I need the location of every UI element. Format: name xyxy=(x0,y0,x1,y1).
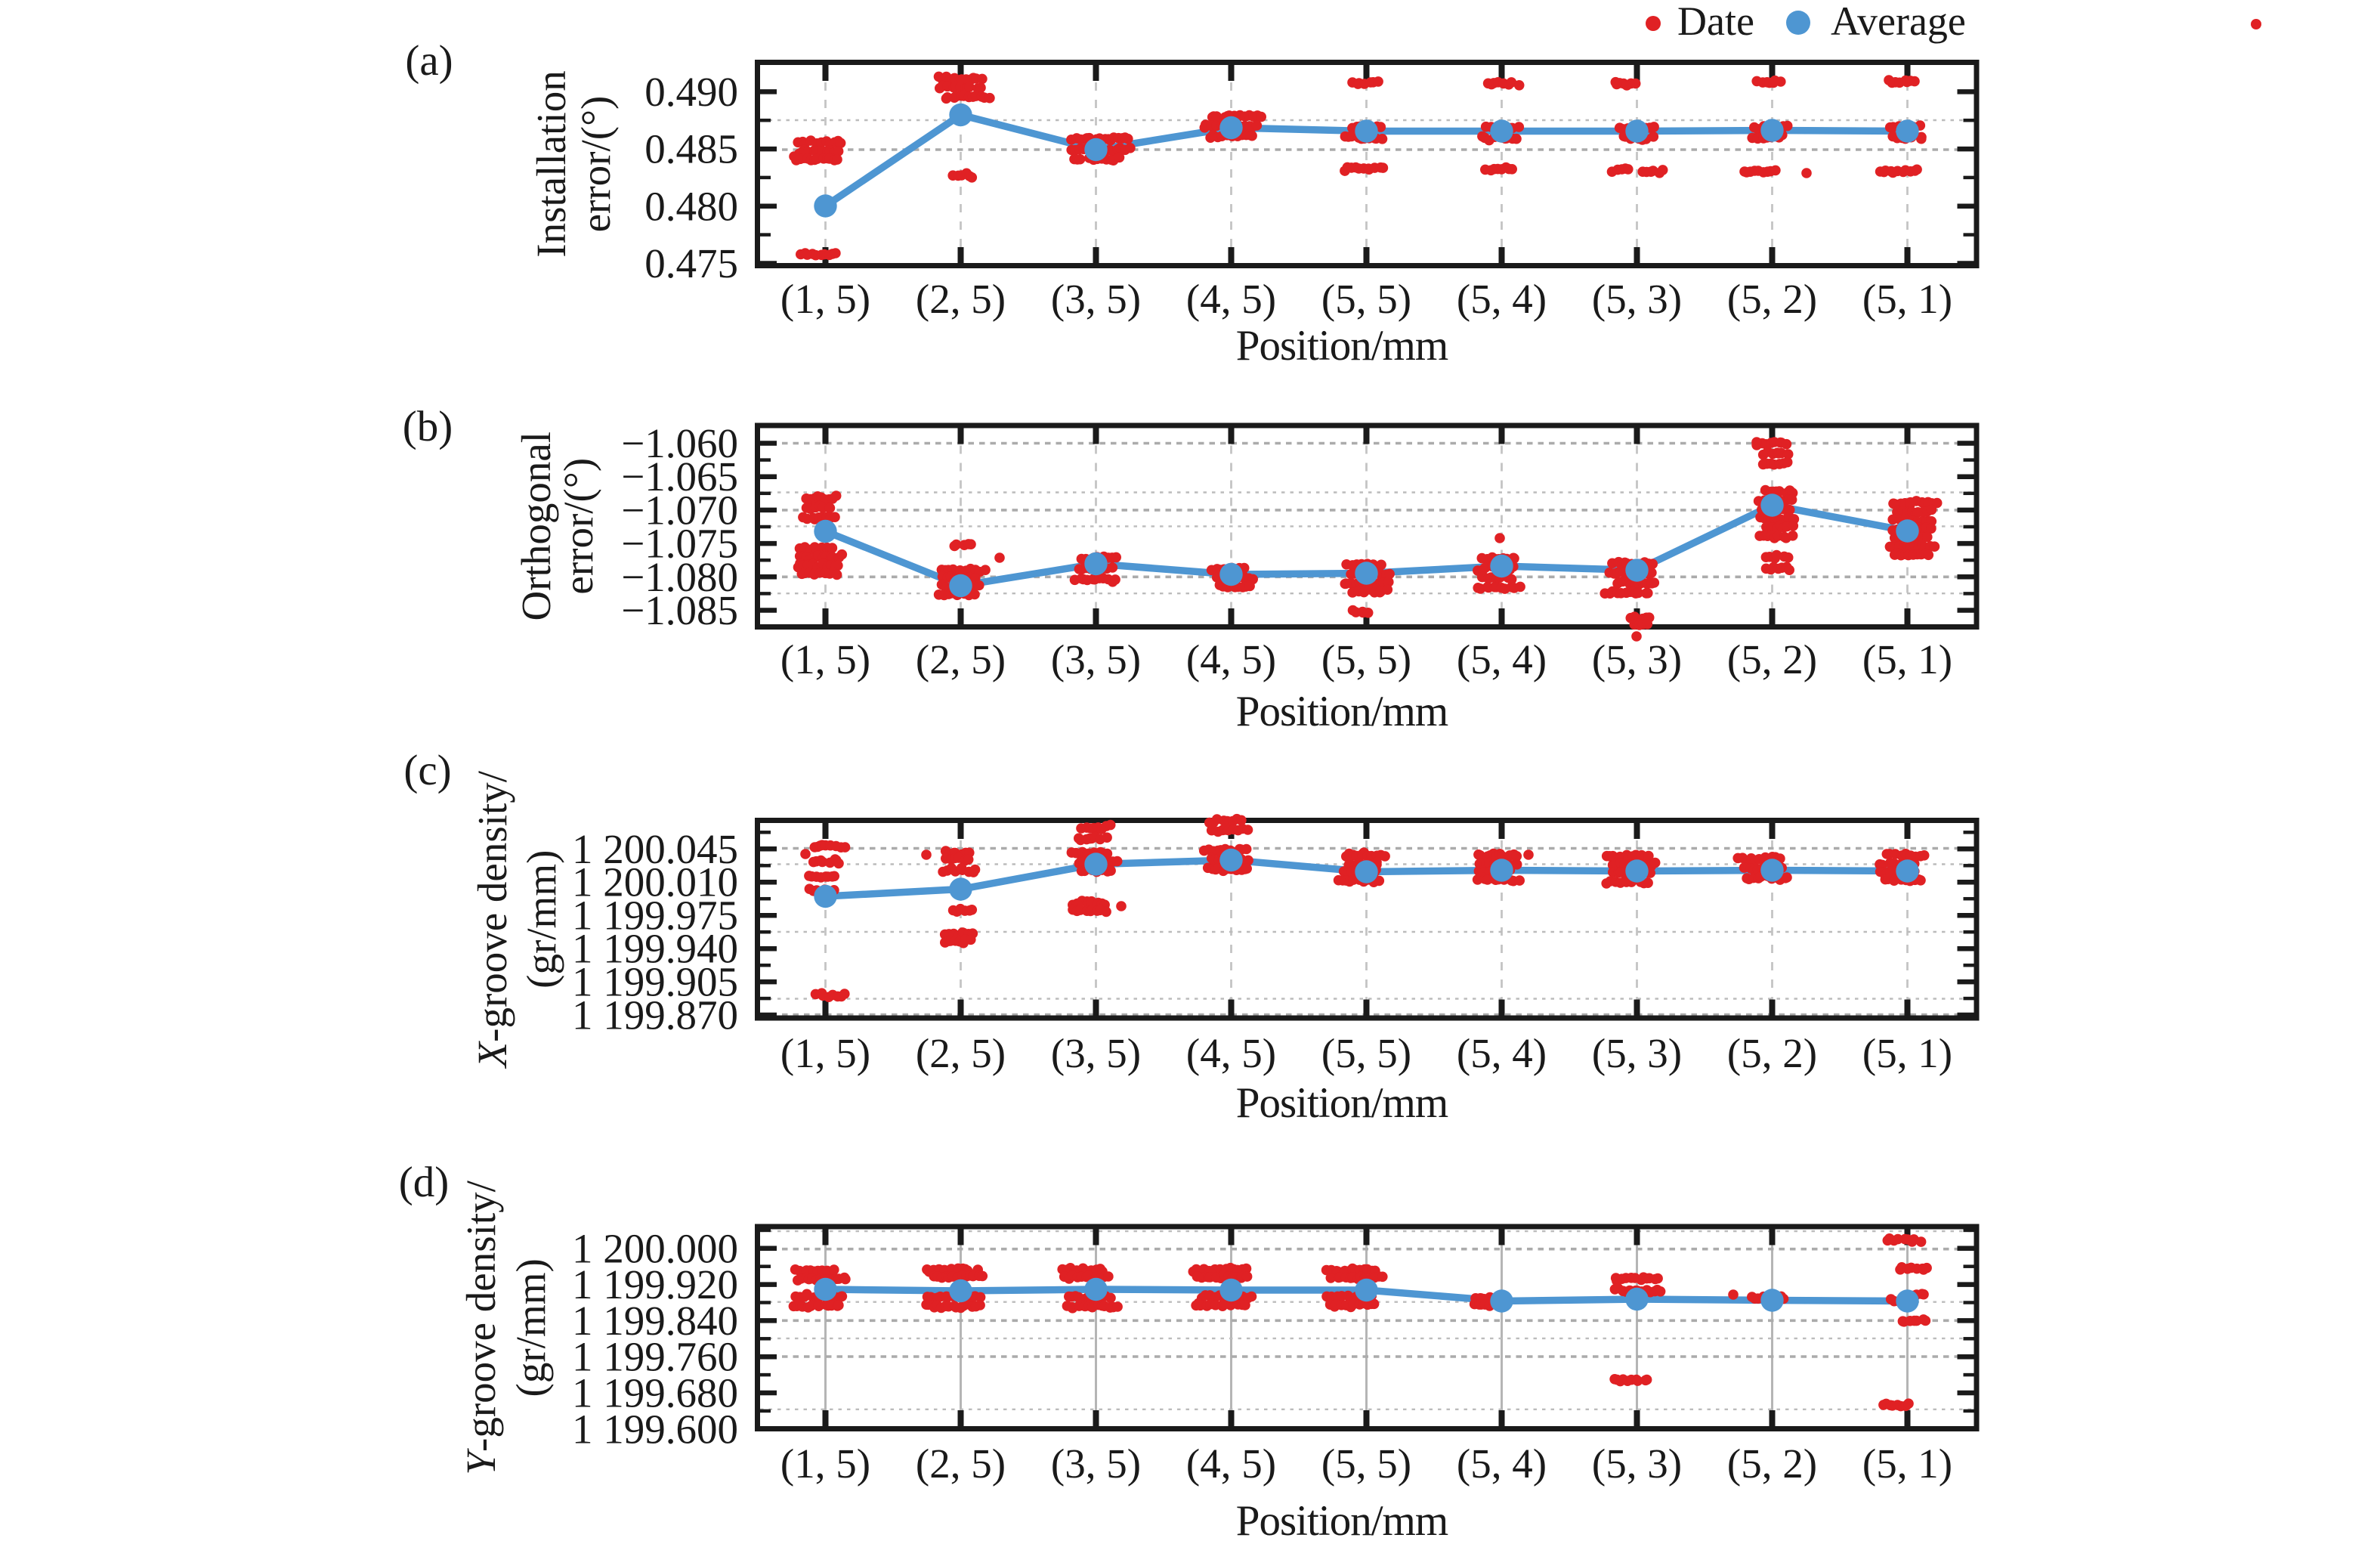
svg-text:(5, 1): (5, 1) xyxy=(1862,1030,1952,1076)
svg-text:(2, 5): (2, 5) xyxy=(916,276,1006,322)
svg-text:(c): (c) xyxy=(403,747,451,794)
svg-text:1 199.870: 1 199.870 xyxy=(572,992,738,1038)
svg-text:(5, 5): (5, 5) xyxy=(1321,276,1411,322)
svg-text:0.485: 0.485 xyxy=(644,126,738,172)
svg-text:(5, 3): (5, 3) xyxy=(1592,1030,1682,1076)
svg-text:(a): (a) xyxy=(405,37,453,85)
svg-text:Position/mm: Position/mm xyxy=(1236,322,1448,370)
svg-text:(d): (d) xyxy=(399,1159,449,1206)
svg-text:(5, 5): (5, 5) xyxy=(1321,1440,1411,1487)
svg-text:1 199.905: 1 199.905 xyxy=(572,959,738,1005)
svg-text:−1.080: −1.080 xyxy=(621,554,738,600)
svg-text:(5, 5): (5, 5) xyxy=(1321,636,1411,682)
svg-text:(4, 5): (4, 5) xyxy=(1186,1440,1276,1487)
svg-text:1 200.000: 1 200.000 xyxy=(572,1225,738,1271)
svg-text:1 199.920: 1 199.920 xyxy=(572,1261,738,1307)
svg-text:1 199.975: 1 199.975 xyxy=(572,893,738,939)
svg-text:1 200.010: 1 200.010 xyxy=(572,859,738,905)
svg-text:(5, 3): (5, 3) xyxy=(1592,276,1682,322)
svg-text:(5, 4): (5, 4) xyxy=(1457,636,1547,682)
svg-text:−1.070: −1.070 xyxy=(621,487,738,533)
svg-text:(3, 5): (3, 5) xyxy=(1051,636,1141,682)
svg-text:(3, 5): (3, 5) xyxy=(1051,276,1141,322)
svg-text:(5, 4): (5, 4) xyxy=(1457,1030,1547,1076)
svg-text:(5, 4): (5, 4) xyxy=(1457,1440,1547,1487)
svg-text:(5, 3): (5, 3) xyxy=(1592,1440,1682,1487)
svg-text:1 199.600: 1 199.600 xyxy=(572,1406,738,1452)
svg-text:(5, 2): (5, 2) xyxy=(1727,1440,1817,1487)
svg-text:−1.065: −1.065 xyxy=(621,453,738,500)
svg-text:(5, 2): (5, 2) xyxy=(1727,276,1817,322)
svg-text:(4, 5): (4, 5) xyxy=(1186,636,1276,682)
svg-text:1 200.045: 1 200.045 xyxy=(572,826,738,872)
svg-text:1 199.840: 1 199.840 xyxy=(572,1298,738,1344)
svg-text:Average: Average xyxy=(1831,0,1966,44)
svg-text:(1, 5): (1, 5) xyxy=(780,276,870,322)
svg-text:1 199.680: 1 199.680 xyxy=(572,1370,738,1416)
svg-text:−1.075: −1.075 xyxy=(621,521,738,567)
svg-text:(3, 5): (3, 5) xyxy=(1051,1030,1141,1076)
svg-text:(2, 5): (2, 5) xyxy=(916,1440,1006,1487)
svg-text:Position/mm: Position/mm xyxy=(1236,1497,1448,1541)
svg-text:0.490: 0.490 xyxy=(644,69,738,115)
svg-text:(1, 5): (1, 5) xyxy=(780,1440,870,1487)
svg-text:(2, 5): (2, 5) xyxy=(916,636,1006,682)
svg-text:(1, 5): (1, 5) xyxy=(780,1030,870,1076)
svg-text:Installation: Installation xyxy=(528,70,574,257)
svg-text:(5, 1): (5, 1) xyxy=(1862,636,1952,682)
svg-text:error/(°): error/(°) xyxy=(555,458,601,595)
svg-text:Orthogonal: Orthogonal xyxy=(513,432,559,621)
svg-text:Date: Date xyxy=(1677,0,1754,44)
svg-text:(gr/mm): (gr/mm) xyxy=(518,850,564,989)
svg-text:(5, 2): (5, 2) xyxy=(1727,636,1817,682)
svg-text:X-groove density/: X-groove density/ xyxy=(469,770,515,1069)
svg-text:error/(°): error/(°) xyxy=(573,96,619,233)
svg-text:(3, 5): (3, 5) xyxy=(1051,1440,1141,1487)
svg-text:1 199.940: 1 199.940 xyxy=(572,926,738,972)
svg-text:(5, 5): (5, 5) xyxy=(1321,1030,1411,1076)
svg-text:(5, 4): (5, 4) xyxy=(1457,276,1547,322)
svg-text:(5, 3): (5, 3) xyxy=(1592,636,1682,682)
svg-text:(4, 5): (4, 5) xyxy=(1186,276,1276,322)
svg-text:Position/mm: Position/mm xyxy=(1236,688,1448,735)
svg-text:(1, 5): (1, 5) xyxy=(780,636,870,682)
svg-text:0.475: 0.475 xyxy=(644,240,738,286)
svg-text:(2, 5): (2, 5) xyxy=(916,1030,1006,1076)
svg-text:Position/mm: Position/mm xyxy=(1236,1079,1448,1127)
svg-text:(4, 5): (4, 5) xyxy=(1186,1030,1276,1076)
svg-text:0.480: 0.480 xyxy=(644,183,738,229)
svg-text:Y-groove density/: Y-groove density/ xyxy=(458,1180,504,1474)
svg-text:(5, 1): (5, 1) xyxy=(1862,276,1952,322)
svg-text:(gr/mm): (gr/mm) xyxy=(508,1258,554,1397)
svg-text:(5, 1): (5, 1) xyxy=(1862,1440,1952,1487)
svg-text:−1.085: −1.085 xyxy=(621,587,738,633)
svg-text:1 199.760: 1 199.760 xyxy=(572,1334,738,1380)
svg-text:(5, 2): (5, 2) xyxy=(1727,1030,1817,1076)
svg-text:(b): (b) xyxy=(403,403,453,450)
svg-text:−1.060: −1.060 xyxy=(621,420,738,466)
